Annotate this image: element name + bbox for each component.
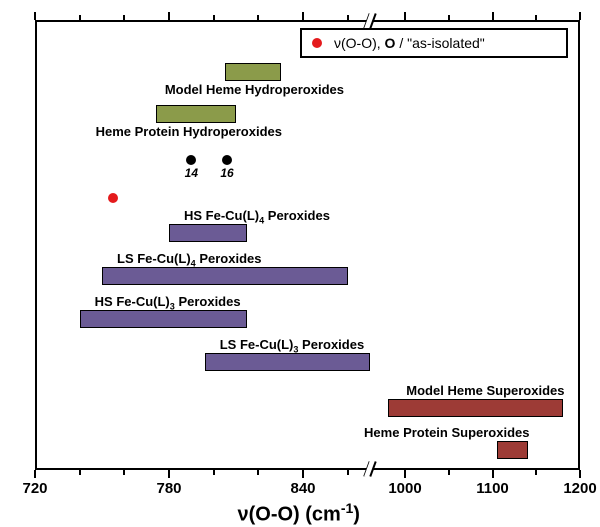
- axis-break: [363, 14, 377, 28]
- x-tick: [448, 15, 450, 20]
- ls-fecu-l3-peroxides: [205, 353, 370, 371]
- axis-break: [363, 462, 377, 476]
- legend-text: ν(O-O), O / "as-isolated": [334, 35, 485, 51]
- model-heme-superoxides-label: Model Heme Superoxides: [406, 383, 564, 398]
- x-tick: [168, 470, 170, 478]
- x-tick: [168, 12, 170, 20]
- x-tick: [123, 15, 125, 20]
- x-tick: [302, 470, 304, 478]
- heme-protein-hydroperoxides: [156, 105, 236, 123]
- model-heme-superoxides: [388, 399, 563, 417]
- x-tick: [404, 12, 406, 20]
- x-tick: [79, 470, 81, 475]
- x-tick: [34, 470, 36, 478]
- red-point: [108, 193, 118, 203]
- model-heme-hydroperoxides-label: Model Heme Hydroperoxides: [165, 82, 344, 97]
- hs-fecu-l4-peroxides-label: HS Fe-Cu(L)4 Peroxides: [184, 208, 330, 226]
- model-heme-hydroperoxides: [225, 63, 281, 81]
- x-tick: [347, 15, 349, 20]
- x-tick-label: 780: [156, 480, 181, 497]
- ls-fecu-l4-peroxides-label: LS Fe-Cu(L)4 Peroxides: [117, 251, 261, 269]
- point-16: [222, 155, 232, 165]
- x-tick: [213, 470, 215, 475]
- x-tick-label: 1000: [388, 480, 421, 497]
- point-16-label: 16: [220, 166, 233, 180]
- point-14-label: 14: [185, 166, 198, 180]
- x-tick-label: 1100: [476, 480, 509, 497]
- hs-fecu-l3-peroxides: [80, 310, 248, 328]
- hs-fecu-l4-peroxides: [169, 224, 247, 242]
- point-14: [186, 155, 196, 165]
- x-tick-label: 840: [290, 480, 315, 497]
- legend: ν(O-O), O / "as-isolated": [300, 28, 568, 58]
- x-tick: [34, 12, 36, 20]
- x-tick: [79, 15, 81, 20]
- x-tick: [448, 470, 450, 475]
- hs-fecu-l3-peroxides-label: HS Fe-Cu(L)3 Peroxides: [95, 294, 241, 312]
- x-tick: [492, 12, 494, 20]
- ls-fecu-l4-peroxides: [102, 267, 348, 285]
- x-tick: [302, 12, 304, 20]
- x-tick: [347, 470, 349, 475]
- x-tick: [123, 470, 125, 475]
- x-tick: [257, 15, 259, 20]
- x-tick-label: 1200: [563, 480, 596, 497]
- x-tick: [213, 15, 215, 20]
- heme-protein-superoxides: [497, 441, 528, 459]
- x-tick: [257, 470, 259, 475]
- x-tick: [579, 12, 581, 20]
- x-tick: [404, 470, 406, 478]
- x-tick: [535, 470, 537, 475]
- x-axis-title: ν(O-O) (cm-1): [238, 500, 360, 527]
- x-tick: [579, 470, 581, 478]
- x-tick-label: 720: [22, 480, 47, 497]
- x-tick: [492, 470, 494, 478]
- legend-red-dot-icon: [312, 38, 322, 48]
- heme-protein-superoxides-label: Heme Protein Superoxides: [364, 425, 529, 440]
- chart-root: 720 780 840 1000 1100 1200 ν(O-O) (cm-1) Model …: [0, 0, 600, 527]
- heme-protein-hydroperoxides-label: Heme Protein Hydroperoxides: [96, 124, 282, 139]
- ls-fecu-l3-peroxides-label: LS Fe-Cu(L)3 Peroxides: [220, 337, 364, 355]
- x-tick: [535, 15, 537, 20]
